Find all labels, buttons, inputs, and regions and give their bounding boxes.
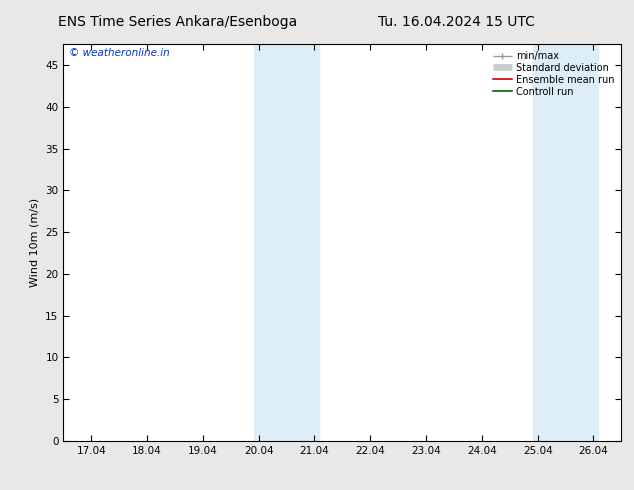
Legend: min/max, Standard deviation, Ensemble mean run, Controll run: min/max, Standard deviation, Ensemble me… (491, 49, 616, 98)
Text: © weatheronline.in: © weatheronline.in (69, 48, 170, 58)
Text: ENS Time Series Ankara/Esenboga: ENS Time Series Ankara/Esenboga (58, 15, 297, 29)
Bar (287, 44, 319, 441)
Text: Tu. 16.04.2024 15 UTC: Tu. 16.04.2024 15 UTC (378, 15, 535, 29)
Bar (254, 44, 287, 441)
Bar (533, 44, 566, 441)
Y-axis label: Wind 10m (m/s): Wind 10m (m/s) (30, 198, 40, 287)
Bar (566, 44, 598, 441)
